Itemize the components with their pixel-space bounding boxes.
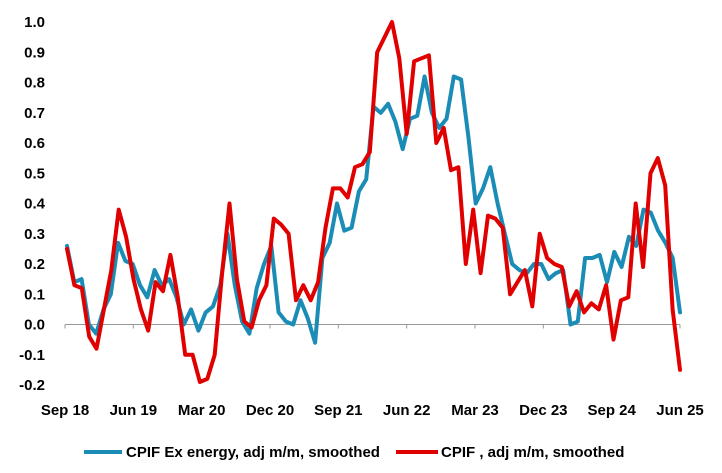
y-tick-label: 0.2 xyxy=(24,256,45,273)
x-tick-label: Jun 22 xyxy=(383,402,431,419)
x-tick-label: Sep 18 xyxy=(41,402,89,419)
x-tick-label: Jun 25 xyxy=(656,402,704,419)
x-tick-label: Dec 23 xyxy=(519,402,567,419)
x-tick-label: Mar 23 xyxy=(451,402,499,419)
x-axis: Sep 18 Jun 19 Mar 20 Dec 20 Sep 21 Jun 22 Mar … xyxy=(41,324,704,419)
series-line-cpif xyxy=(65,20,682,384)
y-tick-label: -0.1 xyxy=(19,347,45,364)
legend-label-cpif: CPIF , adj m/m, smoothed xyxy=(441,444,624,461)
y-tick-label: 0.6 xyxy=(24,135,45,152)
y-tick-label: 0.7 xyxy=(24,105,45,122)
y-tick-label: 0.4 xyxy=(24,196,46,213)
y-tick-label: 0.1 xyxy=(24,286,45,303)
y-axis: 1.0 0.9 0.8 0.7 0.6 0.5 0.4 0.3 0.2 0.1 0.0 -0.1 -0.… xyxy=(19,14,46,394)
legend: CPIF Ex energy, adj m/m, smoothed CPIF ,… xyxy=(84,444,624,461)
x-tick-label: Sep 21 xyxy=(314,402,362,419)
y-tick-label: 0.5 xyxy=(24,165,45,182)
y-tick-label: 1.0 xyxy=(24,14,45,31)
y-tick-label: 0.9 xyxy=(24,44,45,61)
series-lines xyxy=(65,20,682,384)
x-tick-label: Mar 20 xyxy=(178,402,226,419)
x-tick-label: Jun 19 xyxy=(110,402,158,419)
legend-label-cpif-ex-energy: CPIF Ex energy, adj m/m, smoothed xyxy=(126,444,380,461)
y-tick-label: 0.8 xyxy=(24,75,45,92)
y-tick-label: 0.3 xyxy=(24,226,45,243)
y-tick-label: -0.2 xyxy=(19,377,45,394)
y-tick-label: 0.0 xyxy=(24,317,45,334)
x-tick-label: Sep 24 xyxy=(587,402,636,419)
x-tick-label: Dec 20 xyxy=(246,402,294,419)
